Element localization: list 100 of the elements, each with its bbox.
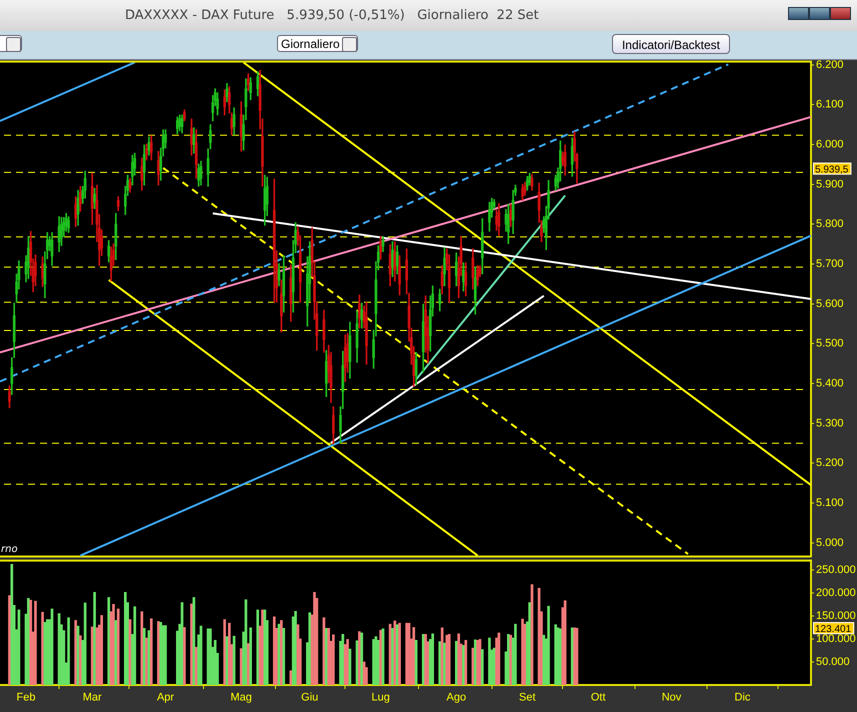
bar bbox=[374, 636, 378, 685]
bar bbox=[192, 597, 196, 685]
bar bbox=[394, 620, 396, 685]
bar bbox=[133, 606, 136, 685]
x-tick-label: Apr bbox=[156, 692, 174, 704]
bar bbox=[140, 611, 144, 685]
x-tick-label: Ott bbox=[590, 692, 606, 704]
y-tick-label: 200.000 bbox=[816, 586, 856, 599]
bar bbox=[498, 632, 500, 685]
bar bbox=[559, 628, 562, 685]
bar bbox=[289, 670, 292, 685]
bar bbox=[455, 640, 458, 685]
text: 5.939,5 bbox=[815, 164, 849, 176]
bar bbox=[183, 627, 186, 685]
bar bbox=[462, 645, 465, 685]
bar bbox=[507, 634, 510, 685]
bar bbox=[226, 636, 228, 685]
bar bbox=[272, 616, 276, 685]
bar bbox=[256, 610, 260, 685]
bar bbox=[542, 634, 546, 685]
bar bbox=[521, 618, 524, 685]
y-tick-label: 250.000 bbox=[816, 564, 856, 576]
bar bbox=[282, 628, 286, 685]
y-tick-label: 5.600 bbox=[816, 298, 844, 310]
y-tick-label: 5.500 bbox=[816, 338, 844, 350]
bar bbox=[93, 592, 96, 685]
bar bbox=[446, 634, 448, 685]
bar bbox=[244, 599, 248, 685]
bar bbox=[356, 640, 358, 685]
bar bbox=[530, 584, 534, 685]
bar bbox=[509, 634, 512, 685]
bar bbox=[464, 640, 468, 685]
bar bbox=[398, 622, 401, 685]
bar bbox=[246, 643, 250, 685]
bar bbox=[376, 640, 380, 685]
bar bbox=[547, 606, 550, 685]
y-tick-label: 5.100 bbox=[816, 497, 844, 510]
x-tick-label: Giu bbox=[301, 692, 318, 704]
bar bbox=[474, 640, 477, 685]
bar bbox=[107, 597, 110, 685]
bar bbox=[148, 630, 150, 685]
bar bbox=[358, 631, 361, 685]
x-tick-label: Mag bbox=[230, 692, 252, 704]
y-tick-label: 6.200 bbox=[816, 58, 844, 71]
bar bbox=[422, 634, 425, 685]
y-tick-label: 5.800 bbox=[816, 218, 844, 230]
bar bbox=[124, 592, 127, 685]
bar bbox=[472, 648, 474, 685]
bar bbox=[382, 628, 384, 685]
bar bbox=[150, 618, 153, 685]
bar bbox=[190, 604, 193, 685]
y-tick-label: 150.000 bbox=[816, 610, 856, 622]
bar bbox=[112, 604, 115, 685]
y-tick-label: 5.900 bbox=[816, 178, 844, 190]
bar bbox=[360, 632, 364, 685]
bar bbox=[488, 638, 491, 685]
y-tick-label: 100.000 bbox=[816, 632, 856, 645]
y-tick-label: 50.000 bbox=[816, 656, 850, 668]
text: Giornaliero bbox=[281, 37, 340, 51]
y-tick-label: 5.700 bbox=[816, 258, 844, 270]
bar bbox=[294, 610, 297, 685]
bar bbox=[194, 646, 198, 685]
bar bbox=[414, 640, 418, 685]
bar bbox=[200, 626, 202, 685]
bar bbox=[346, 639, 349, 685]
bar bbox=[412, 627, 416, 685]
y-tick-label: 6.000 bbox=[816, 138, 844, 150]
bar bbox=[261, 610, 264, 685]
bar bbox=[308, 612, 312, 685]
y-tick-label: 5.400 bbox=[816, 378, 844, 390]
bar bbox=[114, 620, 118, 685]
text: Indicatori/Backtest bbox=[612, 34, 730, 54]
x-tick-label: Feb bbox=[16, 692, 36, 704]
x-tick-label: Nov bbox=[662, 692, 682, 704]
bar bbox=[116, 608, 120, 685]
bar bbox=[296, 624, 300, 685]
y-tick-label: 5.000 bbox=[816, 536, 844, 549]
bar bbox=[206, 628, 210, 685]
chart-title: DAXXXXX - DAX Future 5.939,50 (-0,51%) Giornaliero 22 Set bbox=[125, 8, 539, 23]
bar bbox=[128, 619, 132, 685]
text: 123.401 bbox=[815, 624, 852, 635]
bar bbox=[278, 624, 280, 685]
bar bbox=[431, 634, 434, 685]
bar bbox=[142, 628, 146, 685]
bar bbox=[164, 625, 167, 685]
bar bbox=[348, 648, 352, 685]
bar bbox=[180, 602, 184, 685]
y-tick-label: 6.100 bbox=[816, 98, 844, 111]
bar bbox=[263, 610, 266, 685]
y-tick-label: 5.300 bbox=[816, 417, 844, 430]
bar bbox=[481, 649, 484, 685]
bar bbox=[342, 634, 344, 685]
bar bbox=[322, 617, 326, 685]
annotation: rno bbox=[1, 544, 18, 555]
x-tick-label: Ago bbox=[446, 692, 466, 704]
bar bbox=[564, 600, 566, 685]
bar bbox=[391, 628, 394, 685]
bar bbox=[396, 624, 399, 685]
bar bbox=[280, 620, 283, 685]
x-tick-label: Lug bbox=[371, 692, 390, 704]
